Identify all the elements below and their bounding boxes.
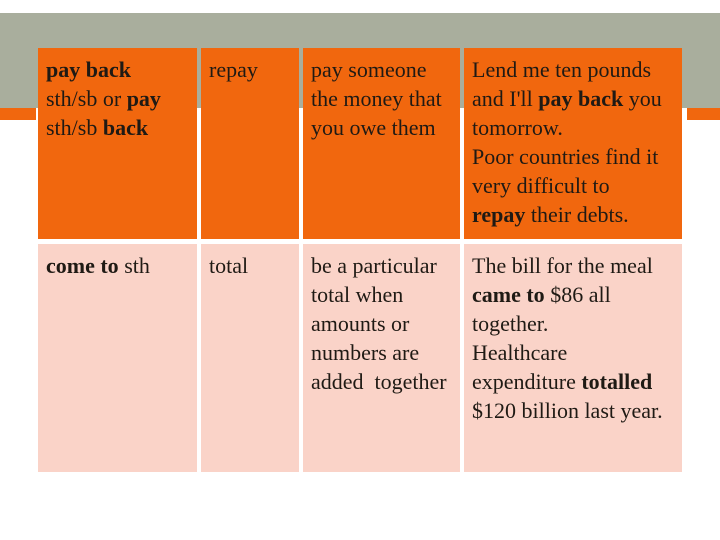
accent-stripe-left <box>0 108 36 120</box>
cell-r2-definition: be a particular total when amounts or nu… <box>303 244 460 472</box>
cell-r1-one-word-verb: repay <box>201 48 299 239</box>
cell-r1-examples: Lend me ten pounds and I'll pay back you… <box>464 48 682 239</box>
cell-r2-examples: The bill for the meal came to $86 all to… <box>464 244 682 472</box>
vocabulary-table: pay back sth/sb or pay sth/sb back repay p… <box>38 48 682 472</box>
cell-r1-definition: pay someone the money that you owe them <box>303 48 460 239</box>
cell-r1-phrasal-verb: pay back sth/sb or pay sth/sb back <box>38 48 197 239</box>
cell-r2-phrasal-verb: come to sth <box>38 244 197 472</box>
cell-r2-one-word-verb: total <box>201 244 299 472</box>
accent-stripe-right <box>687 108 720 120</box>
